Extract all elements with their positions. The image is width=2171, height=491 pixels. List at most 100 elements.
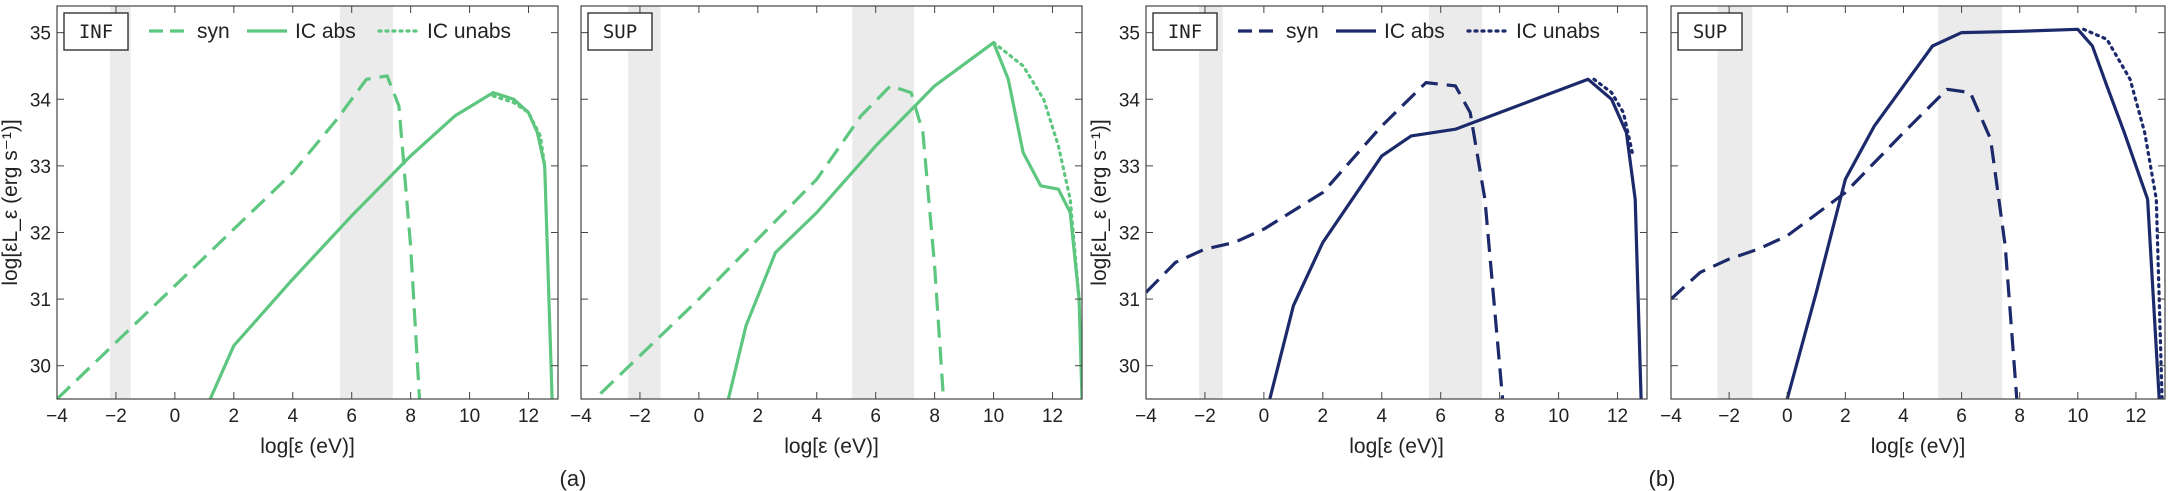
x-tick-label: 8 xyxy=(1494,406,1505,427)
energy-band-1 xyxy=(628,6,661,399)
y-tick-label: 34 xyxy=(30,90,52,111)
x-tick-label: −2 xyxy=(629,406,651,427)
x-tick-label: 6 xyxy=(346,406,357,427)
energy-band-1 xyxy=(1717,6,1753,399)
panel-inf-a: −4 −2 0 2 4 6 8 10 12 30 31 32 33 34 35 log[ε (eV)] log[… xyxy=(0,5,559,458)
panel-tag: SUP xyxy=(1693,21,1727,43)
y-tick-label: 31 xyxy=(1119,290,1140,311)
x-tick-label: −4 xyxy=(570,406,592,427)
y-axis-label: log[εL_ε (erg s⁻¹)] xyxy=(0,119,22,285)
series-syn xyxy=(1146,81,1505,399)
x-tick-label: 10 xyxy=(2067,406,2088,427)
legend-label-syn: syn xyxy=(197,20,230,43)
x-tick-label: 2 xyxy=(1840,406,1851,427)
y-tick-label: 30 xyxy=(30,357,51,378)
series-ic-abs xyxy=(1785,27,2161,399)
x-axis-label: log[ε (eV)] xyxy=(260,435,355,458)
y-tick-label: 30 xyxy=(1119,357,1140,378)
series-ic-abs xyxy=(726,41,1082,399)
energy-band-2 xyxy=(1428,6,1482,399)
x-tick-label: 12 xyxy=(518,406,539,427)
curves xyxy=(57,74,554,399)
energy-band-1 xyxy=(1199,6,1223,399)
x-tick-label: 12 xyxy=(2125,406,2146,427)
x-tick-label: −4 xyxy=(1660,406,1682,427)
y-tick-label: 33 xyxy=(30,157,51,178)
panel-tag-box xyxy=(1152,12,1218,51)
energy-band-2 xyxy=(1938,6,2003,399)
x-tick-label: −2 xyxy=(105,406,127,427)
caption-a: (a) xyxy=(560,466,587,491)
curves xyxy=(592,41,1082,399)
x-tick-label: −2 xyxy=(1718,406,1740,427)
x-tick-label: 0 xyxy=(1259,406,1270,427)
series-ic-unabs xyxy=(992,41,1081,301)
y-tick-label: 31 xyxy=(30,290,51,311)
y-tick-label: 32 xyxy=(1119,223,1140,244)
panel-tag: INF xyxy=(1168,21,1202,43)
panel-tag-box xyxy=(1677,12,1743,51)
series-syn xyxy=(592,84,946,399)
x-tick-label: 6 xyxy=(1956,406,1967,427)
y-tick-label: 33 xyxy=(1119,157,1140,178)
x-tick-label: 8 xyxy=(929,406,940,427)
y-tick-label: 34 xyxy=(1119,90,1141,111)
plot-frame xyxy=(1145,5,1648,400)
x-tick-label: 4 xyxy=(1898,406,1909,427)
x-tick-label: 4 xyxy=(1376,406,1387,427)
series-ic-abs xyxy=(1268,77,1643,399)
y-tick-label: 35 xyxy=(1119,24,1140,45)
x-tick-label: 10 xyxy=(459,406,480,427)
panel-tag: SUP xyxy=(603,21,637,43)
curves xyxy=(1146,77,1643,399)
x-tick-label: 0 xyxy=(170,406,181,427)
x-tick-label: 8 xyxy=(2014,406,2025,427)
y-axis-label: log[εL_ε (erg s⁻¹)] xyxy=(1088,119,1111,285)
x-axis-label: log[ε (eV)] xyxy=(784,435,879,458)
panel-sup-b: −4 −2 0 2 4 6 8 10 12 log[ε (eV)] SUP xyxy=(1660,5,2166,458)
series-syn xyxy=(57,74,422,399)
energy-band-2 xyxy=(852,6,915,399)
x-tick-label: 10 xyxy=(983,406,1004,427)
series-syn xyxy=(1671,87,2019,399)
legend-label-ic-abs: IC abs xyxy=(295,20,356,43)
panel-sup-a: −4 −2 0 2 4 6 8 10 12 log[ε (eV)] SUP xyxy=(570,5,1083,458)
x-tick-label: −2 xyxy=(1194,406,1216,427)
x-tick-label: 12 xyxy=(1607,406,1628,427)
curves xyxy=(1671,27,2164,399)
legend-label-ic-unabs: IC unabs xyxy=(1516,20,1600,43)
panel-tag-box xyxy=(63,12,129,51)
x-axis-label: log[ε (eV)] xyxy=(1871,435,1966,458)
legend-label-ic-abs: IC abs xyxy=(1384,20,1445,43)
x-tick-label: 2 xyxy=(753,406,764,427)
panel-inf-b: −4 −2 0 2 4 6 8 10 12 30 31 32 33 34 35 log[ε (eV)] log[… xyxy=(1088,5,1648,458)
x-tick-label: −4 xyxy=(1135,406,1157,427)
caption-b: (b) xyxy=(1649,466,1676,491)
x-tick-label: 6 xyxy=(1435,406,1446,427)
x-tick-label: 0 xyxy=(694,406,705,427)
x-tick-label: 2 xyxy=(1318,406,1329,427)
y-tick-label: 32 xyxy=(30,223,51,244)
x-tick-label: −4 xyxy=(46,406,68,427)
series-ic-abs xyxy=(208,91,554,399)
plot-frame xyxy=(580,5,1083,400)
plots: −4 −2 0 2 4 6 8 10 12 30 31 32 33 34 35 log[ε (eV)] log[… xyxy=(0,5,2166,458)
x-tick-label: 8 xyxy=(405,406,416,427)
energy-band-1 xyxy=(110,6,131,399)
x-axis-label: log[ε (eV)] xyxy=(1349,435,1444,458)
x-tick-label: 2 xyxy=(229,406,240,427)
x-tick-label: 0 xyxy=(1782,406,1793,427)
panel-tag: INF xyxy=(79,21,113,43)
legend-label-syn: syn xyxy=(1286,20,1319,43)
plot-frame xyxy=(1670,5,2166,400)
plot-frame xyxy=(56,5,559,400)
x-tick-label: 4 xyxy=(811,406,822,427)
x-tick-label: 12 xyxy=(1042,406,1063,427)
legend-label-ic-unabs: IC unabs xyxy=(427,20,511,43)
x-tick-label: 6 xyxy=(870,406,881,427)
panel-tag-box xyxy=(587,12,653,51)
x-tick-label: 4 xyxy=(287,406,298,427)
y-tick-label: 35 xyxy=(30,24,51,45)
x-tick-label: 10 xyxy=(1548,406,1569,427)
